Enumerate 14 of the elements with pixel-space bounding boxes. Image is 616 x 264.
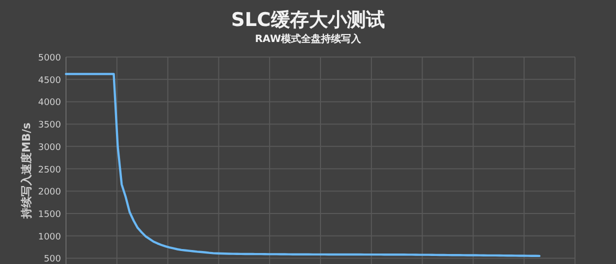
y-tick-label: 4000 [38, 98, 62, 108]
line-series [64, 72, 540, 258]
y-tick-label: 1500 [38, 210, 62, 220]
y-tick-label: 3000 [38, 142, 62, 153]
y-tick-label: 4500 [38, 76, 62, 86]
y-tick-label: 1000 [38, 232, 62, 242]
y-tick-label: 500 [44, 254, 62, 264]
y-tick-label: 5000 [38, 54, 62, 64]
chart-subtitle: RAW模式全盘持续写入 [254, 33, 362, 45]
y-tick-label: 2000 [38, 188, 62, 198]
y-tick-label: 3500 [38, 120, 62, 131]
y-tick-label: 2500 [38, 165, 62, 176]
chart-title: SLC缓存大小测试 [231, 9, 385, 31]
y-axis-title: 持续写入速度MB/s [20, 122, 33, 220]
